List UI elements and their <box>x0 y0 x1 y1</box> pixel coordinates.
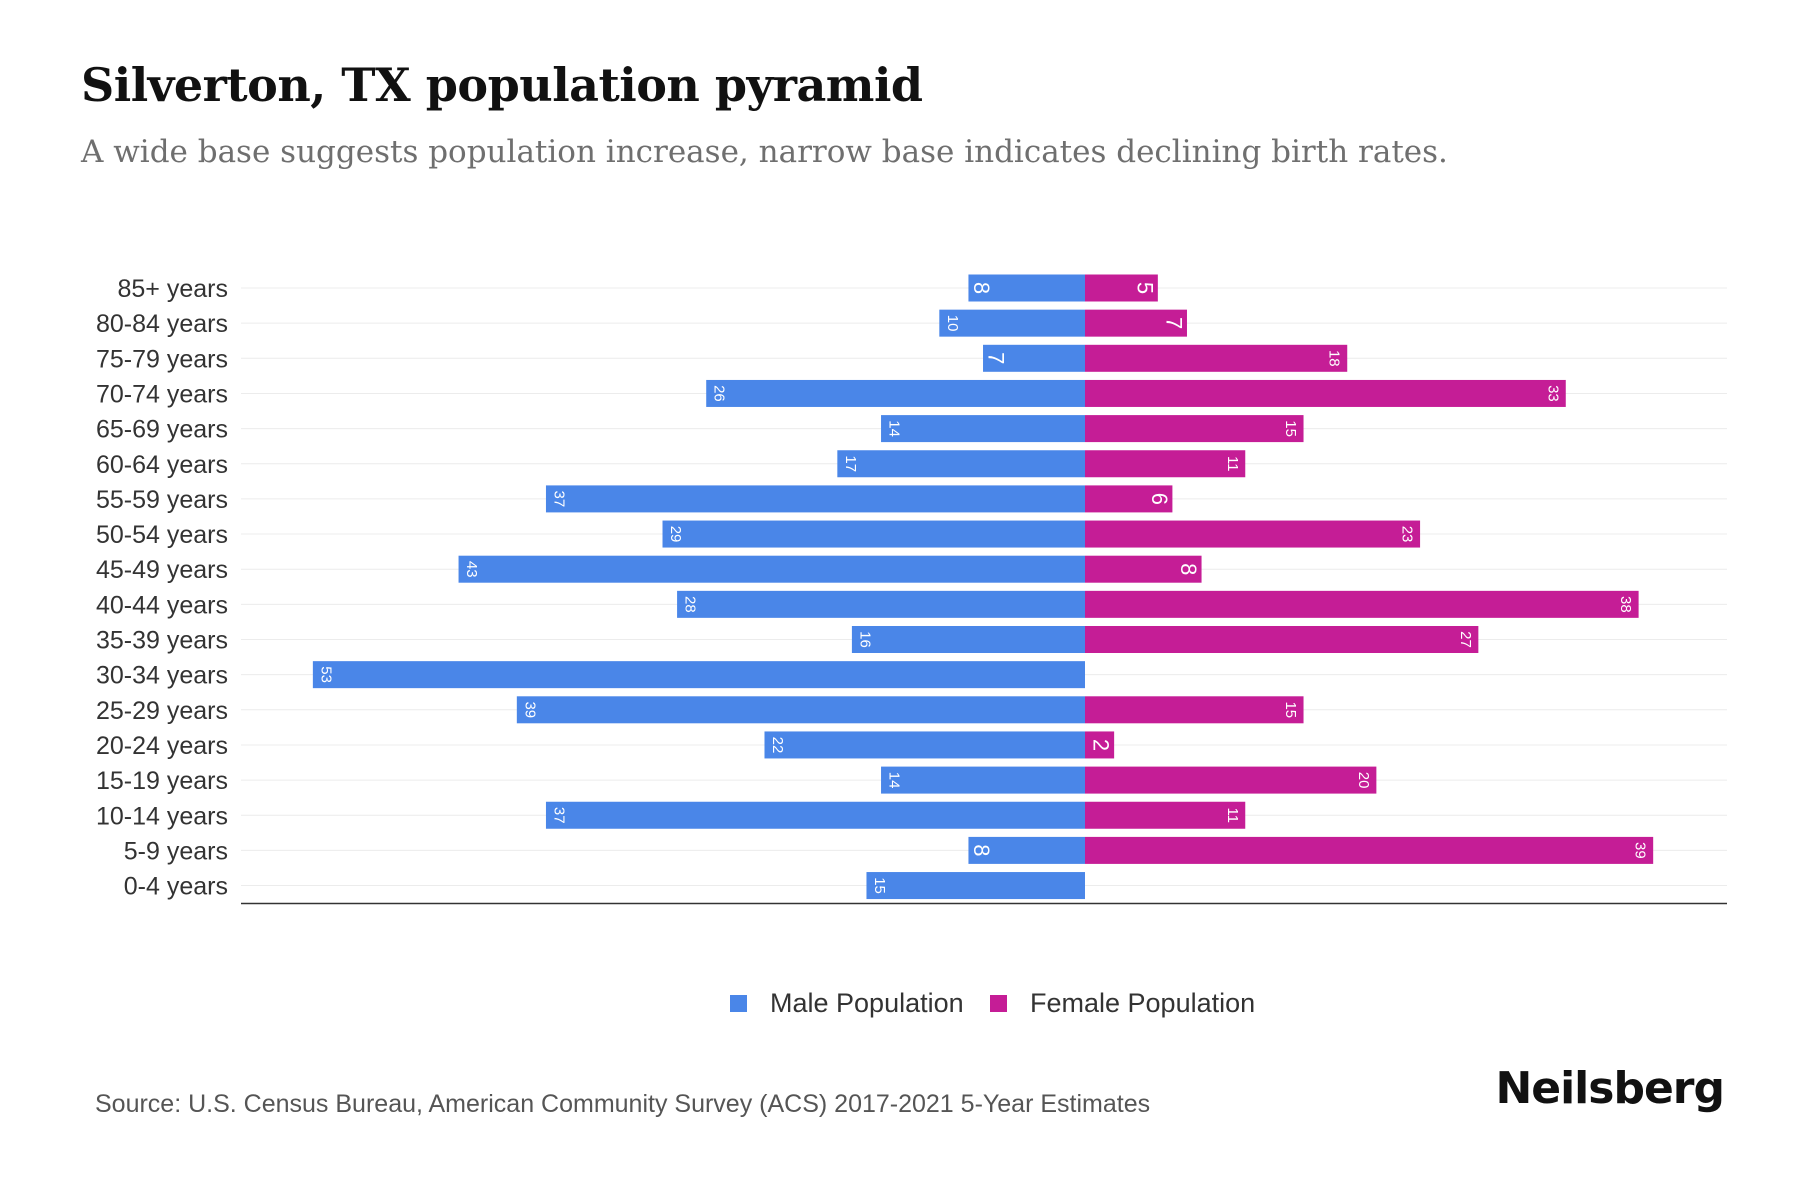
male-data-label: 16 <box>856 631 873 648</box>
female-data-label: 15 <box>1282 701 1299 718</box>
legend-female-swatch <box>990 995 1007 1012</box>
female-bar <box>1085 274 1158 302</box>
source-note: Source: U.S. Census Bureau, American Com… <box>95 1090 1151 1118</box>
male-data-label: 14 <box>886 420 903 437</box>
category-label: 45-49 years <box>96 556 228 584</box>
category-label: 65-69 years <box>96 416 228 444</box>
category-label: 0-4 years <box>124 873 228 901</box>
female-bar <box>1085 836 1654 864</box>
female-data-label: 27 <box>1457 631 1474 648</box>
male-data-label: 15 <box>871 877 888 894</box>
chart-title: Silverton, TX population pyramid <box>81 58 923 112</box>
male-data-label: 8 <box>969 282 994 294</box>
male-bar <box>545 485 1085 513</box>
male-bar <box>939 309 1085 337</box>
category-label: 35-39 years <box>96 627 228 655</box>
category-label: 75-79 years <box>96 345 228 373</box>
male-data-label: 28 <box>682 596 699 613</box>
male-bar <box>881 766 1085 794</box>
category-label: 30-34 years <box>96 662 228 690</box>
female-bar <box>1085 731 1115 759</box>
male-data-label: 10 <box>944 315 961 332</box>
brand-logo: Neilsberg <box>1495 1063 1725 1114</box>
category-label: 80-84 years <box>96 310 228 338</box>
female-data-label: 11 <box>1224 456 1241 472</box>
male-data-label: 14 <box>886 772 903 789</box>
male-bar <box>968 274 1085 302</box>
legend-male-label: Male Population <box>770 988 964 1018</box>
female-bar <box>1085 379 1566 407</box>
male-bar <box>983 344 1085 372</box>
category-label: 40-44 years <box>96 591 228 619</box>
category-label: 55-59 years <box>96 486 228 514</box>
male-data-label: 29 <box>667 526 684 543</box>
female-data-label: 23 <box>1399 526 1416 543</box>
male-bar <box>458 555 1085 583</box>
male-data-label: 39 <box>521 701 538 718</box>
female-bar <box>1085 590 1639 618</box>
female-bar <box>1085 520 1421 548</box>
legend-male-swatch <box>730 995 747 1012</box>
male-data-label: 53 <box>317 666 334 683</box>
male-bar <box>881 415 1085 443</box>
female-data-label: 39 <box>1632 842 1649 859</box>
male-data-label: 26 <box>711 385 728 402</box>
female-bar <box>1085 626 1479 653</box>
chart-subtitle: A wide base suggests population increase… <box>81 134 1448 170</box>
female-bar <box>1085 309 1187 337</box>
category-label: 15-19 years <box>96 767 228 795</box>
male-bar <box>764 731 1085 759</box>
male-bar <box>662 520 1085 548</box>
male-data-label: 22 <box>769 737 786 754</box>
male-data-label: 37 <box>550 491 567 508</box>
female-data-label: 8 <box>1176 563 1201 575</box>
female-data-label: 15 <box>1282 420 1299 437</box>
male-bar <box>866 872 1085 900</box>
male-data-label: 37 <box>550 807 567 824</box>
category-label: 70-74 years <box>96 380 228 408</box>
category-label: 60-64 years <box>96 451 228 479</box>
category-label: 85+ years <box>118 275 229 303</box>
category-label: 50-54 years <box>96 521 228 549</box>
male-data-label: 8 <box>969 844 994 856</box>
female-data-label: 18 <box>1326 350 1343 367</box>
female-bar <box>1085 450 1246 478</box>
male-bar <box>851 626 1085 653</box>
male-data-label: 17 <box>842 455 859 472</box>
female-data-label: 33 <box>1544 385 1561 402</box>
male-bar <box>516 696 1085 724</box>
male-data-label: 7 <box>984 352 1009 364</box>
category-label: 25-29 years <box>96 697 228 725</box>
female-data-label: 20 <box>1355 772 1372 789</box>
male-bar <box>837 450 1085 478</box>
female-bar <box>1085 555 1202 583</box>
category-label: 20-24 years <box>96 732 228 760</box>
female-bar <box>1085 344 1348 372</box>
female-bar <box>1085 696 1304 724</box>
female-data-label: 7 <box>1161 317 1186 329</box>
female-data-label: 2 <box>1089 739 1114 751</box>
legend-female-label: Female Population <box>1030 988 1255 1018</box>
male-data-label: 43 <box>463 561 480 578</box>
female-bar <box>1085 415 1304 443</box>
female-data-label: 5 <box>1132 282 1157 294</box>
male-bar <box>545 801 1085 829</box>
category-label: 10-14 years <box>96 802 228 830</box>
category-label: 5-9 years <box>124 837 228 865</box>
male-bar <box>968 836 1085 864</box>
female-bar <box>1085 766 1377 794</box>
female-bar <box>1085 801 1246 829</box>
male-bar <box>312 661 1085 689</box>
male-bar <box>677 590 1085 618</box>
male-bar <box>706 379 1085 407</box>
female-data-label: 11 <box>1224 807 1241 823</box>
female-bar <box>1085 485 1173 513</box>
female-data-label: 38 <box>1617 596 1634 613</box>
female-data-label: 6 <box>1147 493 1172 505</box>
